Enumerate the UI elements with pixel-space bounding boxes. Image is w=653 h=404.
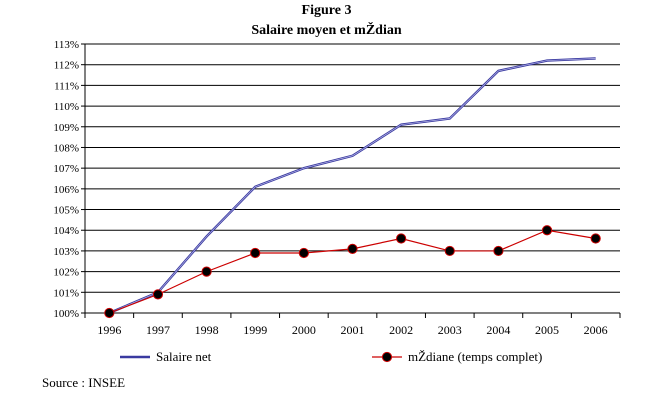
series-2-point <box>152 289 164 300</box>
y-tick-label: 104% <box>53 225 79 237</box>
series-2-point <box>298 247 309 259</box>
x-tick-label: 2002 <box>389 323 413 337</box>
y-tick-label: 106% <box>53 184 79 196</box>
x-tick-label: 2001 <box>341 323 365 337</box>
legend-2-marker <box>381 351 393 363</box>
source-note: Source : INSEE <box>42 375 126 390</box>
y-tick-label: 107% <box>53 163 79 175</box>
series-2-point <box>493 245 504 257</box>
chart-title: Salaire moyen et mŽdian <box>251 23 402 38</box>
x-tick-label: 2000 <box>292 323 316 337</box>
x-tick-label: 2003 <box>438 323 462 337</box>
y-tick-label: 111% <box>54 80 79 92</box>
y-tick-label: 108% <box>53 142 79 154</box>
series-2-point <box>250 247 261 259</box>
y-tick-label: 113% <box>54 39 79 51</box>
series-2-point <box>541 225 553 236</box>
series-2-point <box>444 245 455 257</box>
series-2-point <box>201 266 212 277</box>
legend-1-label: Salaire net <box>156 349 212 364</box>
x-tick-label: 1996 <box>97 323 121 337</box>
x-tick-label: 2004 <box>486 323 510 337</box>
y-tick-label: 100% <box>53 308 79 320</box>
x-tick-label: 1997 <box>146 323 170 337</box>
series-2-point <box>590 233 601 244</box>
y-tick-label: 109% <box>53 122 79 134</box>
figure-label: Figure 3 <box>301 3 352 18</box>
x-tick-label: 1999 <box>243 323 267 337</box>
series-2-point <box>396 233 407 244</box>
y-tick-label: 102% <box>53 267 79 279</box>
x-tick-label: 1998 <box>195 323 219 337</box>
series-1-line-highlight <box>109 58 596 314</box>
legend-2-label: mŽdiane (temps complet) <box>408 349 542 364</box>
y-tick-label: 101% <box>53 287 79 299</box>
series-2-point <box>347 243 358 254</box>
x-tick-label: 2006 <box>584 323 608 337</box>
y-tick-label: 103% <box>53 246 79 258</box>
y-tick-label: 105% <box>53 205 79 217</box>
x-tick-label: 2005 <box>535 323 559 337</box>
series-1-line <box>108 57 596 315</box>
y-tick-label: 110% <box>54 101 79 113</box>
series-2-point <box>104 307 115 319</box>
y-tick-label: 112% <box>54 60 79 72</box>
